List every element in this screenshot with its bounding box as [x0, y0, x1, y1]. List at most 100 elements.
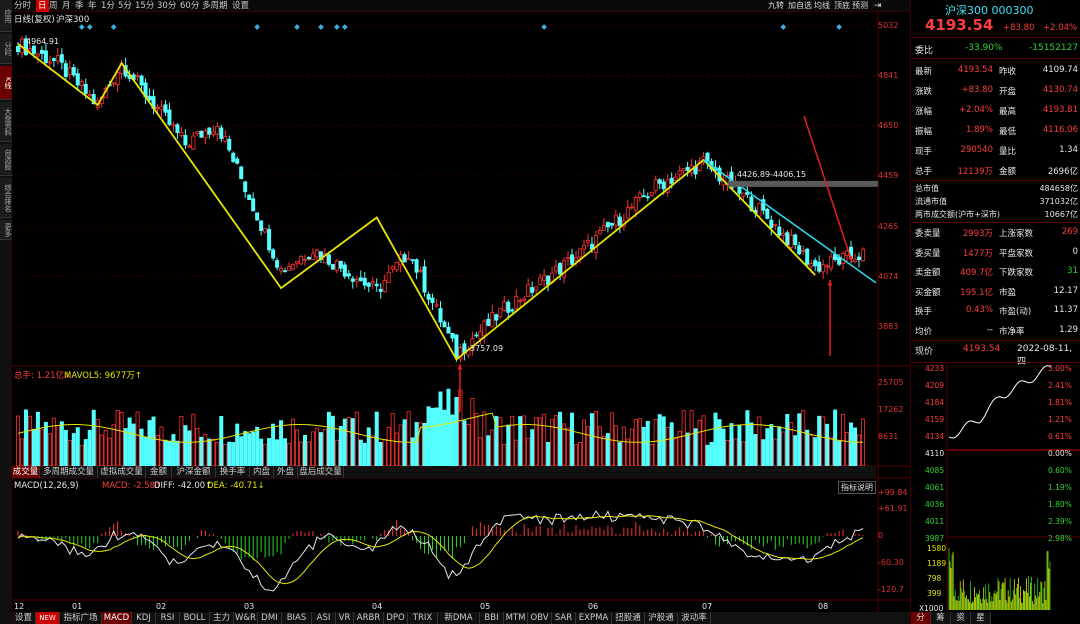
- indicator-tab-0[interactable]: 设置: [12, 612, 36, 624]
- volume-bar: [709, 441, 714, 467]
- indicator-tab-20[interactable]: SAR: [552, 612, 576, 624]
- indicator-tab-24[interactable]: 波动率: [678, 612, 711, 624]
- indicator-help-button[interactable]: 指标说明: [838, 481, 876, 494]
- volume-subtab-5[interactable]: 换手率: [216, 466, 250, 478]
- volume-subtab-3[interactable]: 金额: [146, 466, 172, 478]
- toolbar-tool-0[interactable]: 九转: [768, 1, 784, 10]
- volume-bar: [574, 444, 579, 467]
- indicator-tab-14[interactable]: DPO: [384, 612, 408, 624]
- collapse-icon[interactable]: ⇥: [874, 1, 882, 11]
- left-nav-5[interactable]: 综合排名: [0, 178, 12, 218]
- volume-bar: [115, 409, 120, 467]
- intraday-mini-chart[interactable]: [911, 362, 1080, 624]
- volume-bar: [526, 437, 531, 467]
- x-axis-tick: 03: [244, 602, 255, 611]
- candle: [861, 247, 866, 262]
- candle: [283, 267, 288, 273]
- toolbar-tool-4[interactable]: 预测: [852, 1, 868, 10]
- indicator-tab-10[interactable]: BIAS: [282, 612, 312, 624]
- indicator-tab-19[interactable]: OBV: [528, 612, 552, 624]
- candle: [362, 271, 367, 290]
- signal-marker: [86, 24, 93, 30]
- indicator-tab-18[interactable]: MTM: [504, 612, 528, 624]
- candle: [601, 218, 606, 231]
- toolbar-tool-3[interactable]: 顶底: [834, 1, 850, 10]
- candle: [821, 259, 826, 279]
- left-nav-0[interactable]: 应用: [0, 0, 12, 32]
- left-nav-1[interactable]: 分时: [0, 34, 12, 64]
- indicator-tab-7[interactable]: 主力: [210, 612, 234, 624]
- panel-tab-3[interactable]: 星: [971, 612, 991, 624]
- volume-subtab-1[interactable]: 多周期成交量: [40, 466, 98, 478]
- indicator-tab-1[interactable]: NEW: [36, 612, 60, 624]
- period-tab-7[interactable]: 5分: [118, 1, 132, 11]
- candle: [853, 253, 858, 264]
- period-tab-8[interactable]: 15分: [135, 1, 155, 11]
- volume-subtab-7[interactable]: 外盘: [274, 466, 298, 478]
- indicator-tab-16[interactable]: 新DMA: [438, 612, 480, 624]
- indicator-tab-17[interactable]: BBI: [480, 612, 504, 624]
- signal-marker: [780, 24, 787, 30]
- volume-bar: [215, 441, 220, 467]
- indicator-tab-6[interactable]: BOLL: [180, 612, 210, 624]
- left-nav-4[interactable]: 自选股: [0, 144, 12, 176]
- volume-subtab-2[interactable]: 虚拟成交量: [98, 466, 146, 478]
- period-tab-11[interactable]: 多周期: [202, 1, 228, 11]
- toolbar-tool-1[interactable]: 加自选: [788, 1, 812, 10]
- period-tab-3[interactable]: 月: [62, 1, 71, 11]
- volume-subtab-6[interactable]: 内盘: [250, 466, 274, 478]
- indicator-tab-2[interactable]: 指标广场: [60, 612, 102, 624]
- candle: [295, 261, 300, 268]
- candle: [765, 207, 770, 220]
- price-axis-tick: 4650: [878, 120, 899, 130]
- volume-bar: [570, 412, 575, 467]
- indicator-tab-13[interactable]: ARBR: [354, 612, 384, 624]
- indicator-tab-9[interactable]: DMI: [258, 612, 282, 624]
- volume-bar: [430, 407, 435, 467]
- candle: [562, 257, 567, 284]
- indicator-tab-21[interactable]: EXPMA: [576, 612, 612, 624]
- indicator-tab-3[interactable]: MACD: [102, 612, 132, 624]
- volume-bar: [151, 416, 156, 467]
- indicator-tab-11[interactable]: ASI: [312, 612, 336, 624]
- indicator-tab-8[interactable]: W&R: [234, 612, 258, 624]
- volume-subtab-0[interactable]: 成交量: [12, 466, 40, 478]
- period-tab-0[interactable]: 分时: [14, 1, 32, 11]
- indicator-tab-23[interactable]: 沪股通: [645, 612, 678, 624]
- candle: [79, 79, 84, 90]
- period-tab-2[interactable]: 周: [49, 1, 58, 11]
- candle: [287, 262, 292, 271]
- volume-bar: [334, 439, 339, 467]
- period-tab-5[interactable]: 年: [88, 1, 97, 11]
- candle: [215, 122, 220, 141]
- period-tab-1[interactable]: 日: [36, 0, 49, 12]
- indicator-tab-4[interactable]: KDJ: [132, 612, 156, 624]
- left-nav-6[interactable]: 更多: [0, 220, 12, 240]
- panel-tab-2[interactable]: 资: [951, 612, 971, 624]
- volume-bar: [797, 413, 802, 467]
- left-nav-3[interactable]: 大盘资料: [0, 102, 12, 142]
- indicator-tab-15[interactable]: TRIX: [408, 612, 438, 624]
- volume-bar: [16, 415, 21, 467]
- left-nav-2[interactable]: K线: [0, 66, 12, 100]
- mini-pct-tick: 2.41%: [1048, 381, 1072, 390]
- volume-bar: [857, 434, 862, 467]
- panel-tab-1[interactable]: 筹: [931, 612, 951, 624]
- volume-subtab-8[interactable]: 盘后成交量: [298, 466, 344, 478]
- indicator-tab-22[interactable]: 扭股通: [612, 612, 645, 624]
- panel-tab-0[interactable]: 分: [911, 612, 931, 624]
- candle: [797, 241, 802, 256]
- indicator-tab-12[interactable]: VR: [336, 612, 354, 624]
- quote-row: 涨跌 +83.80 开盘 4130.74: [911, 80, 1080, 100]
- kline-chart[interactable]: [12, 12, 910, 612]
- period-tab-12[interactable]: 设置: [232, 1, 250, 11]
- period-tab-9[interactable]: 30分: [157, 1, 177, 11]
- indicator-tab-5[interactable]: RSI: [156, 612, 180, 624]
- period-tab-4[interactable]: 季: [75, 1, 84, 11]
- volume-bar: [542, 414, 547, 467]
- period-tab-10[interactable]: 60分: [180, 1, 200, 11]
- volume-subtab-4[interactable]: 沪深金额: [172, 466, 216, 478]
- period-tab-6[interactable]: 1分: [101, 1, 115, 11]
- toolbar-tool-2[interactable]: 均线: [814, 1, 830, 10]
- candle: [645, 192, 650, 202]
